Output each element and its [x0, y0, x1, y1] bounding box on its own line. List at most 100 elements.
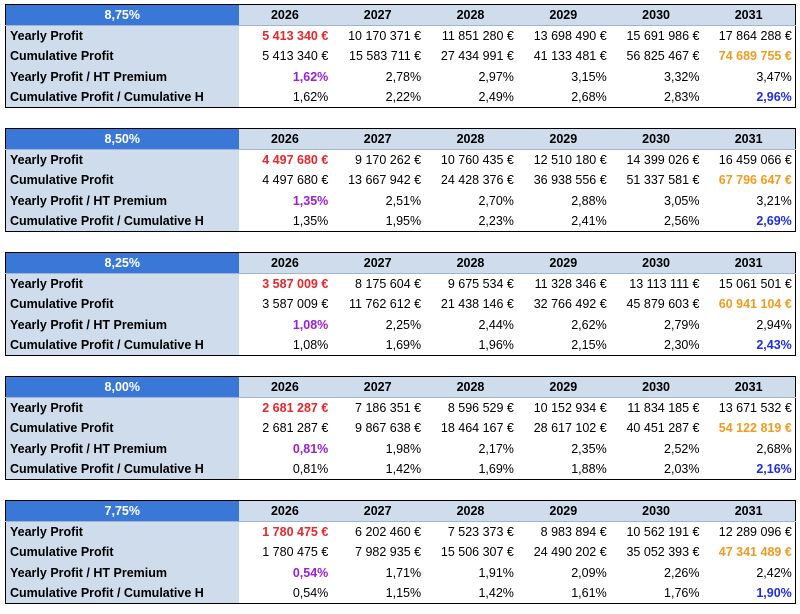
value-cell[interactable]: 40 451 287 € — [626, 421, 700, 436]
value-cell[interactable]: 28 617 102 € — [533, 421, 607, 436]
value-cell[interactable]: 2 681 287 € — [262, 401, 329, 416]
value-cell[interactable]: 2,68% — [756, 441, 792, 456]
value-cell[interactable]: 3 587 009 € — [262, 297, 329, 312]
value-cell[interactable]: 2,68% — [571, 89, 607, 104]
year-header[interactable]: 2026 — [238, 4, 332, 27]
row-label[interactable]: Yearly Profit — [5, 397, 239, 419]
year-header[interactable]: 2026 — [238, 252, 332, 275]
rate-cell[interactable]: 8,25% — [5, 252, 239, 275]
value-cell[interactable]: 8 175 604 € — [355, 277, 422, 292]
value-cell[interactable]: 2,83% — [664, 89, 700, 104]
value-cell[interactable]: 3 587 009 € — [262, 277, 329, 292]
year-header[interactable]: 2028 — [424, 128, 517, 151]
value-cell[interactable]: 2,52% — [664, 441, 700, 456]
value-cell[interactable]: 8 596 529 € — [447, 401, 514, 416]
value-cell[interactable]: 9 867 638 € — [355, 421, 422, 436]
row-label[interactable]: Cumulative Profit — [5, 418, 239, 439]
year-header[interactable]: 2030 — [609, 500, 703, 523]
value-cell[interactable]: 1,96% — [478, 337, 514, 352]
value-cell[interactable]: 10 562 191 € — [626, 525, 700, 540]
year-header[interactable]: 2028 — [424, 376, 517, 399]
rate-cell[interactable]: 8,00% — [5, 376, 239, 399]
value-cell[interactable]: 47 341 489 € — [718, 545, 792, 560]
value-cell[interactable]: 7 982 935 € — [355, 545, 422, 560]
value-cell[interactable]: 1,61% — [571, 585, 607, 600]
value-cell[interactable]: 1,71% — [385, 565, 422, 580]
value-cell[interactable]: 56 825 467 € — [626, 49, 700, 64]
value-cell[interactable]: 6 202 460 € — [355, 525, 422, 540]
row-label[interactable]: Yearly Profit / HT Premium — [5, 314, 239, 335]
value-cell[interactable]: 2,09% — [571, 565, 607, 580]
value-cell[interactable]: 3,15% — [571, 69, 607, 84]
value-cell[interactable]: 1,88% — [571, 461, 607, 476]
value-cell[interactable]: 2,96% — [756, 89, 792, 104]
value-cell[interactable]: 2,17% — [478, 441, 514, 456]
value-cell[interactable]: 1,95% — [385, 213, 422, 228]
value-cell[interactable]: 1,08% — [292, 337, 329, 352]
value-cell[interactable]: 1,69% — [478, 461, 514, 476]
value-cell[interactable]: 1 780 475 € — [262, 545, 329, 560]
value-cell[interactable]: 2,25% — [385, 317, 422, 332]
value-cell[interactable]: 1,62% — [292, 89, 329, 104]
value-cell[interactable]: 16 459 066 € — [718, 153, 792, 168]
value-cell[interactable]: 5 413 340 € — [262, 29, 329, 44]
value-cell[interactable]: 2,23% — [478, 213, 514, 228]
value-cell[interactable]: 15 061 501 € — [718, 277, 792, 292]
value-cell[interactable]: 54 122 819 € — [718, 421, 792, 436]
value-cell[interactable]: 2,94% — [756, 317, 792, 332]
year-header[interactable]: 2027 — [331, 500, 425, 523]
value-cell[interactable]: 1,69% — [385, 337, 422, 352]
value-cell[interactable]: 2,70% — [478, 193, 514, 208]
value-cell[interactable]: 7 523 373 € — [447, 525, 514, 540]
value-cell[interactable]: 2,15% — [571, 337, 607, 352]
year-header[interactable]: 2027 — [331, 252, 425, 275]
value-cell[interactable]: 67 796 647 € — [718, 173, 792, 188]
value-cell[interactable]: 35 052 393 € — [626, 545, 700, 560]
value-cell[interactable]: 2 681 287 € — [262, 421, 329, 436]
value-cell[interactable]: 2,03% — [664, 461, 700, 476]
rate-cell[interactable]: 8,75% — [5, 4, 239, 27]
value-cell[interactable]: 2,16% — [756, 461, 792, 476]
value-cell[interactable]: 1,98% — [385, 441, 422, 456]
row-label[interactable]: Cumulative Profit — [5, 294, 239, 315]
value-cell[interactable]: 9 675 534 € — [447, 277, 514, 292]
value-cell[interactable]: 15 691 986 € — [626, 29, 700, 44]
row-label[interactable]: Yearly Profit — [5, 25, 239, 47]
value-cell[interactable]: 3,21% — [756, 193, 792, 208]
value-cell[interactable]: 2,78% — [385, 69, 422, 84]
rate-cell[interactable]: 7,75% — [5, 500, 239, 523]
value-cell[interactable]: 0,81% — [292, 461, 329, 476]
value-cell[interactable]: 41 133 481 € — [533, 49, 607, 64]
value-cell[interactable]: 8 983 894 € — [540, 525, 607, 540]
row-label[interactable]: Yearly Profit — [5, 149, 239, 171]
value-cell[interactable]: 14 399 026 € — [626, 153, 700, 168]
value-cell[interactable]: 24 428 376 € — [440, 173, 514, 188]
value-cell[interactable]: 1,62% — [292, 69, 329, 84]
value-cell[interactable]: 0,54% — [292, 585, 329, 600]
value-cell[interactable]: 2,56% — [664, 213, 700, 228]
value-cell[interactable]: 74 689 755 € — [718, 49, 792, 64]
year-header[interactable]: 2027 — [331, 4, 425, 27]
value-cell[interactable]: 3,05% — [664, 193, 700, 208]
value-cell[interactable]: 2,49% — [478, 89, 514, 104]
row-label[interactable]: Cumulative Profit — [5, 542, 239, 563]
value-cell[interactable]: 2,43% — [756, 337, 792, 352]
year-header[interactable]: 2031 — [702, 376, 796, 399]
value-cell[interactable]: 17 864 288 € — [718, 29, 792, 44]
year-header[interactable]: 2029 — [516, 500, 610, 523]
value-cell[interactable]: 45 879 603 € — [626, 297, 700, 312]
value-cell[interactable]: 10 170 371 € — [348, 29, 422, 44]
value-cell[interactable]: 0,54% — [292, 565, 329, 580]
row-label[interactable]: Yearly Profit / HT Premium — [5, 438, 239, 459]
value-cell[interactable]: 1,76% — [664, 585, 700, 600]
year-header[interactable]: 2028 — [424, 4, 517, 27]
row-label[interactable]: Cumulative Profit / Cumulative H — [5, 86, 239, 108]
value-cell[interactable]: 51 337 581 € — [626, 173, 700, 188]
year-header[interactable]: 2030 — [609, 128, 703, 151]
value-cell[interactable]: 2,79% — [664, 317, 700, 332]
row-label[interactable]: Cumulative Profit — [5, 170, 239, 191]
value-cell[interactable]: 36 938 556 € — [533, 173, 607, 188]
year-header[interactable]: 2028 — [424, 500, 517, 523]
value-cell[interactable]: 2,22% — [385, 89, 422, 104]
value-cell[interactable]: 4 497 680 € — [262, 153, 329, 168]
